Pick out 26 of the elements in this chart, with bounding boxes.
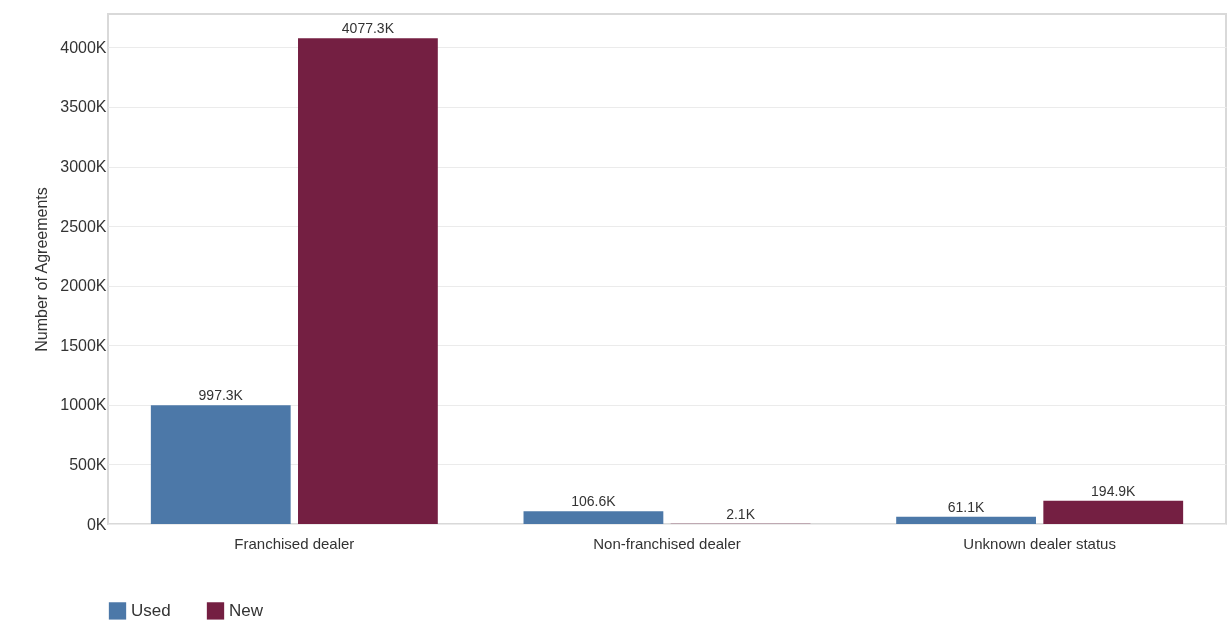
bar [1043, 500, 1184, 524]
data-label: 997.3K [198, 387, 244, 404]
y-tick-label: 2000K [60, 277, 107, 295]
y-tick-label: 3000K [60, 158, 107, 176]
bar [298, 38, 438, 524]
y-tick-label: 1500K [60, 336, 107, 354]
x-tick-label: Non-franchised dealer [593, 534, 741, 552]
x-tick-label: Franchised dealer [234, 534, 355, 552]
bar [523, 511, 664, 524]
data-label: 4077.3K [341, 20, 395, 37]
legend-label: New [229, 600, 264, 620]
y-tick-label: 4000K [60, 38, 107, 56]
bar [150, 405, 291, 524]
x-tick-label: Unknown dealer status [963, 534, 1116, 552]
data-label: 61.1K [947, 498, 986, 515]
y-tick-label: 0K [86, 515, 107, 533]
y-axis-title: Number of Agreements [33, 187, 51, 352]
y-tick-label: 500K [69, 455, 107, 473]
legend-label: Used [131, 600, 171, 620]
data-label: 2.1K [726, 505, 756, 522]
data-label: 194.9K [1091, 482, 1137, 499]
bar [896, 516, 1036, 524]
y-tick-label: 3500K [60, 98, 107, 116]
data-label: 106.6K [571, 493, 617, 510]
y-tick-label: 1000K [60, 396, 107, 414]
y-tick-label: 2500K [60, 217, 107, 235]
